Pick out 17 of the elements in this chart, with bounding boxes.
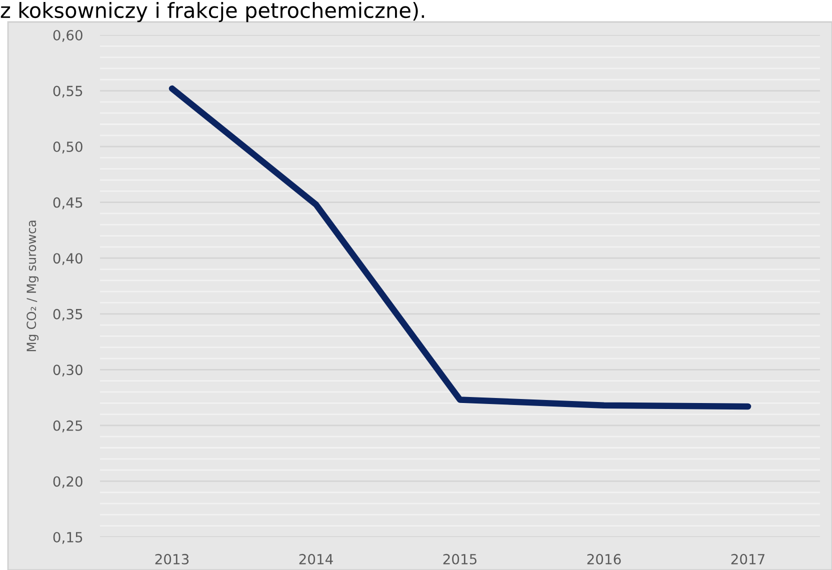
y-axis-title: Mg CO₂ / Mg surowca [26, 220, 39, 352]
y-tick-label: 0,50 [53, 142, 82, 154]
y-tick-label: 0,30 [53, 364, 82, 377]
y-tick-label: 0,60 [53, 30, 82, 42]
x-tick-label: 2013 [155, 554, 189, 564]
x-tick-label: 2017 [731, 554, 764, 564]
x-tick-label: 2016 [587, 554, 621, 564]
y-tick-label: 0,15 [53, 532, 82, 544]
x-tick-label: 2015 [443, 554, 476, 564]
y-tick-label: 0,20 [53, 476, 82, 488]
y-tick-label: 0,35 [53, 308, 82, 321]
y-tick-label: 0,40 [53, 253, 82, 265]
y-tick-label: 0,25 [53, 420, 82, 432]
y-tick-label: 0,45 [53, 197, 82, 210]
y-tick-label: 0,55 [53, 86, 82, 98]
text: z koksowniczy i frakcje petrochemiczne). [0, 2, 424, 22]
x-tick-label: 2014 [299, 554, 333, 564]
